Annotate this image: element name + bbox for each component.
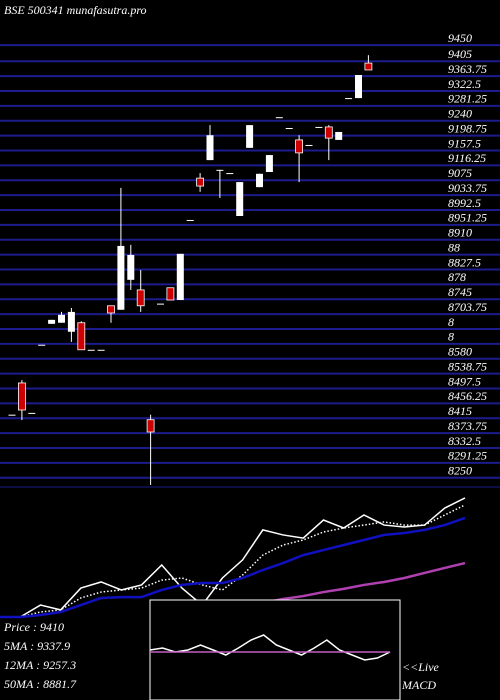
series-line <box>0 516 466 619</box>
y-tick-label: 878 <box>448 270 466 284</box>
candle-body <box>166 287 175 301</box>
candle-body <box>58 314 65 323</box>
macd-panel: <<Live MACD <box>149 634 440 692</box>
y-tick-label: 9450 <box>448 31 472 45</box>
candle-body <box>17 382 26 411</box>
candle-body <box>285 128 293 130</box>
candle-body <box>216 169 224 171</box>
candle-body <box>157 303 164 305</box>
candle-body <box>226 173 234 175</box>
candle-body <box>324 126 333 139</box>
candle-body <box>305 144 313 146</box>
y-tick-label: 88 <box>448 240 460 254</box>
y-tick-label: 8827.5 <box>448 255 481 269</box>
series-line <box>149 634 391 661</box>
y-tick-label: 9322.5 <box>448 77 481 91</box>
y-tick-label: 8745 <box>448 285 472 299</box>
candle-body <box>176 253 184 301</box>
macd-box <box>149 599 401 700</box>
candle-body <box>186 219 194 221</box>
y-tick-label: 9240 <box>448 107 472 121</box>
candle-body <box>38 344 46 346</box>
y-tick-label: 9281.25 <box>448 92 487 106</box>
candle-body <box>206 135 214 161</box>
candle-body <box>275 117 283 119</box>
series-line <box>0 504 466 618</box>
candle-body <box>8 414 16 416</box>
candle-body <box>256 173 263 188</box>
y-tick-label: 8415 <box>448 404 472 418</box>
y-tick-label: 9363.75 <box>448 62 487 76</box>
candle-body <box>28 412 36 414</box>
y-tick-label: 8373.75 <box>448 419 487 433</box>
candle-body <box>77 322 86 351</box>
candle-body <box>48 319 56 324</box>
series-line <box>0 497 466 618</box>
candle-body <box>236 182 244 216</box>
y-tick-label: 9033.75 <box>448 181 487 195</box>
y-tick-label: 8703.75 <box>448 300 487 314</box>
candle-body <box>67 311 75 332</box>
y-tick-label: 9116.25 <box>448 151 486 165</box>
y-tick-label: 9075 <box>448 166 472 180</box>
y-tick-label: 8580 <box>448 345 472 359</box>
y-tick-label: 9198.75 <box>448 121 487 135</box>
annotation: Price : 9410 <box>3 620 64 634</box>
y-tick-label: 8497.5 <box>448 374 481 388</box>
y-tick-label: 9157.5 <box>448 136 481 150</box>
candle-body <box>196 177 205 187</box>
candle-body <box>117 245 125 310</box>
annotation: 50MA : 8881.7 <box>4 677 77 691</box>
y-tick-label: 8538.75 <box>448 359 487 373</box>
annotation: <<Live <box>402 660 440 674</box>
annotation: 12MA : 9257.3 <box>4 658 76 672</box>
y-tick-label: 8456.25 <box>448 389 487 403</box>
y-tick-label: 8 <box>448 315 454 329</box>
y-tick-label: 9405 <box>448 47 472 61</box>
annotation: 5MA : 9337.9 <box>4 639 70 653</box>
candle-body <box>335 131 343 140</box>
y-tick-label: 8291.25 <box>448 449 487 463</box>
candle-body <box>136 289 145 307</box>
y-tick-label: 8 <box>448 330 454 344</box>
y-tick-label: 8951.25 <box>448 211 487 225</box>
candle-body <box>127 254 135 280</box>
candle-body <box>265 155 273 173</box>
candle-body <box>295 139 304 154</box>
candle-body <box>355 75 362 99</box>
annotation: MACD <box>401 678 436 692</box>
y-tick-label: 8910 <box>448 226 472 240</box>
price-panel: 945094059363.759322.59281.2592409198.759… <box>0 31 500 485</box>
y-tick-label: 8332.5 <box>448 434 481 448</box>
candle-body <box>246 125 254 148</box>
candle-body <box>87 349 95 351</box>
candle-body <box>364 62 373 71</box>
candle-body <box>345 98 353 100</box>
candle-body <box>315 126 323 128</box>
y-tick-label: 8992.5 <box>448 196 481 210</box>
chart-title: BSE 500341 munafasutra.pro <box>4 3 147 17</box>
y-tick-label: 8250 <box>448 464 472 478</box>
candle-body <box>107 305 115 314</box>
candle-body <box>97 349 105 351</box>
candle-body <box>146 419 155 433</box>
